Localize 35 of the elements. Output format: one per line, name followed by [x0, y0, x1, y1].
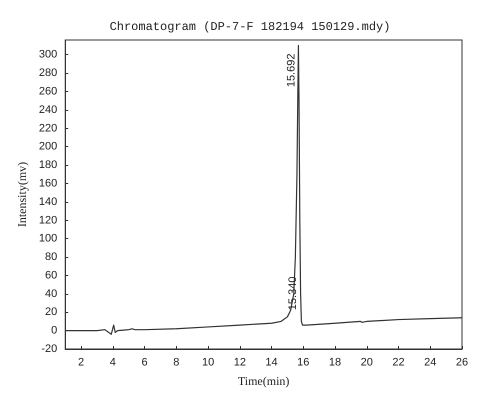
x-tick-label: 20: [360, 356, 373, 368]
y-tick-label: 160: [38, 177, 58, 190]
y-tick-label: 300: [38, 48, 58, 61]
x-axis-title: Time(min): [238, 374, 290, 388]
y-tick-label: 120: [38, 214, 58, 226]
y-tick-label: 280: [38, 67, 58, 80]
annotation: 15.340: [286, 276, 299, 310]
y-tick-label: 0: [51, 324, 58, 337]
y-tick-label: 220: [38, 122, 58, 134]
x-tick-label: 14: [265, 356, 278, 368]
y-tick-label: 80: [45, 251, 58, 264]
y-tick-label: 200: [38, 140, 58, 153]
y-tick-label: 40: [45, 288, 58, 300]
x-tick-label: 12: [234, 356, 246, 368]
y-tick-label: 60: [45, 269, 58, 282]
y-tick-label: 260: [38, 86, 58, 98]
y-axis-title: Intensity(mv): [15, 162, 29, 228]
x-tick-label: 6: [142, 356, 148, 368]
x-tick-label: 10: [202, 356, 214, 368]
x-tick-label: 8: [173, 356, 180, 368]
x-tick-label: 4: [110, 356, 116, 368]
y-tick-label: 20: [45, 306, 58, 318]
x-tick-label: 16: [297, 356, 310, 368]
y-tick-label: 100: [38, 232, 58, 245]
y-tick-label: 180: [38, 159, 58, 172]
chart-title: Chromatogram (DP-7-F 182194 150129.mdy): [110, 20, 390, 34]
x-tick-label: 26: [456, 356, 468, 368]
annotation: 15.692: [285, 54, 298, 88]
x-tick-label: 18: [328, 356, 342, 368]
y-tick-label: -20: [41, 343, 58, 355]
x-tick-label: 24: [424, 356, 436, 368]
y-tick-label: 140: [38, 196, 58, 208]
x-tick-label: 22: [392, 356, 405, 368]
x-tick-label: 2: [78, 356, 84, 368]
y-tick-label: 240: [38, 104, 58, 116]
